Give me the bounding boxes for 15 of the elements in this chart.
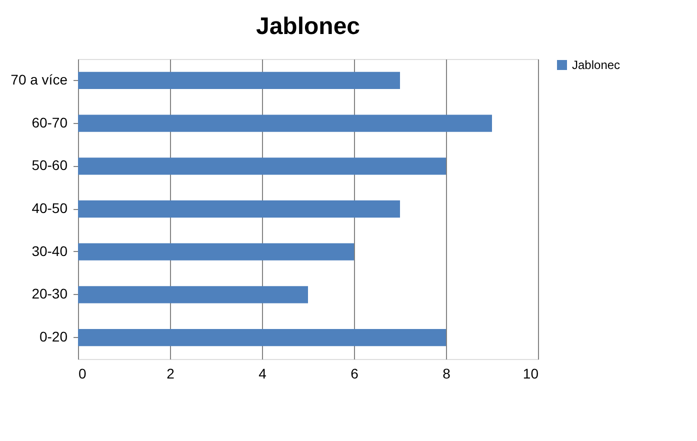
x-tick-label: 6 — [350, 366, 359, 382]
y-tick-label: 70 a více — [10, 71, 68, 88]
y-tick-label: 40-50 — [32, 200, 68, 216]
y-tick-label: 30-40 — [32, 242, 68, 259]
x-tick-label: 0 — [78, 366, 86, 382]
x-tick-label: 10 — [522, 366, 539, 382]
y-tick-label: 50-60 — [32, 157, 68, 174]
chart-title: Jablonec — [256, 13, 360, 40]
x-tick-label: 4 — [258, 366, 267, 382]
y-tick-label: 20-30 — [32, 286, 68, 302]
x-tick-label: 8 — [442, 366, 451, 382]
y-tick-label: 60-70 — [32, 114, 68, 130]
x-tick-label: 2 — [166, 366, 175, 382]
legend-label: Jablonec — [572, 58, 620, 72]
y-tick-label: 0-20 — [39, 328, 68, 345]
